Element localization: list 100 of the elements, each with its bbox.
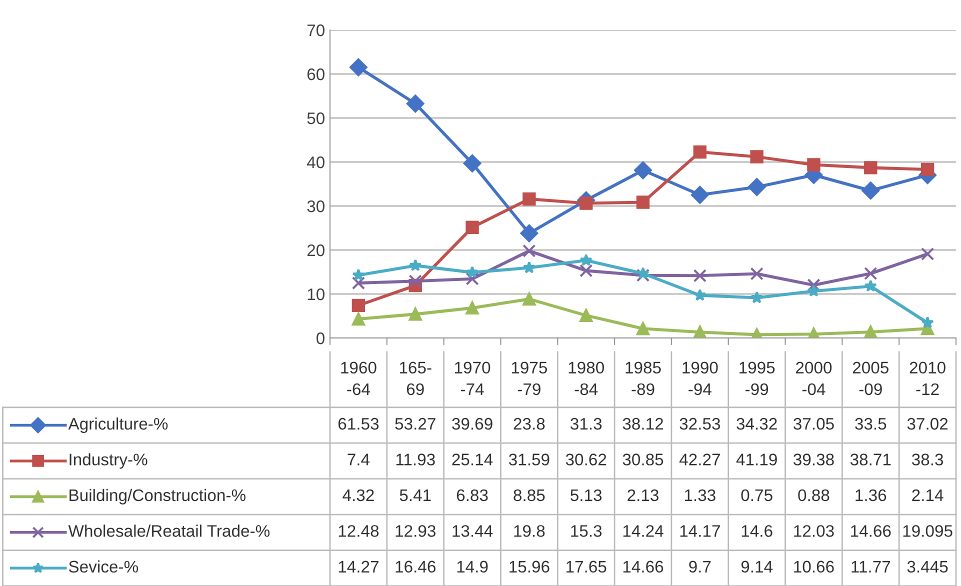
x-tick-label: 2005 -09 — [852, 362, 888, 396]
data-label: 17.65 — [566, 560, 606, 573]
data-label: 38.71 — [850, 454, 891, 466]
data-label: 14.24 — [623, 525, 664, 537]
data-label: 19.8 — [514, 525, 545, 537]
point — [750, 291, 764, 304]
data-label: 39.38 — [794, 454, 834, 466]
point — [750, 150, 764, 164]
point — [522, 244, 536, 258]
data-label: 4.32 — [342, 489, 374, 502]
legend-label: Agriculture-% — [68, 417, 168, 434]
data-label: 0.75 — [741, 489, 772, 502]
data-label: 25.14 — [452, 454, 493, 466]
point — [636, 196, 650, 209]
data-label: 14.66 — [851, 525, 891, 537]
point — [636, 322, 650, 336]
data-label: 6.83 — [456, 489, 488, 502]
x-tick-label: 2010 -12 — [910, 362, 946, 395]
data-label: 11.93 — [396, 454, 435, 466]
legend-label: Sevice-% — [68, 560, 138, 573]
data-label: 15.3 — [571, 525, 602, 537]
data-label: 53.27 — [395, 418, 436, 430]
y-tick-label: 20 — [307, 244, 324, 256]
data-label: 14.27 — [338, 560, 378, 572]
data-label: 11.77 — [852, 560, 890, 572]
point — [807, 158, 820, 172]
legend-label: Building/Construction-% — [70, 488, 246, 504]
data-label: 32.53 — [680, 418, 720, 430]
data-label: 2.13 — [628, 489, 658, 502]
data-label: 31.3 — [570, 418, 602, 430]
point — [352, 276, 366, 290]
legend-label: Wholesale/Reatail Trade-% — [68, 524, 270, 537]
point — [693, 145, 707, 159]
point — [408, 274, 422, 288]
y-tick-label: 0 — [316, 332, 324, 344]
data-label: 13.44 — [452, 525, 493, 537]
data-label: 10.66 — [794, 560, 834, 573]
point — [693, 326, 707, 338]
point — [748, 178, 766, 196]
data-label: 9.14 — [741, 560, 773, 573]
data-label: 34.32 — [736, 418, 777, 430]
data-label: 2.14 — [912, 489, 944, 501]
point — [520, 224, 538, 242]
x-tick-label: 1990 -94 — [682, 362, 718, 396]
data-label: 12.93 — [396, 525, 436, 537]
data-label: 37.02 — [907, 418, 948, 430]
point — [636, 266, 650, 280]
x-tick-label: 1980 -84 — [568, 362, 604, 396]
data-label: 14.6 — [742, 525, 772, 537]
point — [920, 247, 934, 261]
point — [352, 268, 365, 281]
point — [579, 308, 593, 322]
data-label: 1.36 — [856, 489, 886, 502]
point — [691, 186, 709, 204]
x-tick-label: 1995 -99 — [740, 362, 775, 396]
x-tick-label: 165- 69 — [400, 362, 432, 396]
data-label: 14.9 — [457, 560, 488, 573]
y-tick-label: 30 — [307, 200, 324, 212]
point — [466, 220, 479, 234]
point — [522, 292, 536, 306]
point — [350, 58, 368, 76]
data-label: 14.17 — [680, 525, 720, 537]
point — [694, 288, 706, 301]
x-tick-label: 1970 -74 — [455, 362, 490, 395]
x-tick-label: 1975 -79 — [512, 362, 548, 396]
point — [406, 94, 424, 113]
point — [466, 301, 479, 315]
point — [864, 280, 877, 292]
point — [409, 258, 422, 272]
point — [807, 284, 820, 297]
data-label: 38.12 — [622, 418, 664, 430]
data-label: 16.46 — [396, 560, 436, 573]
point — [864, 266, 878, 280]
data-label: 9.7 — [689, 560, 711, 573]
point — [408, 308, 422, 321]
data-label: 12.03 — [794, 525, 834, 537]
point — [864, 161, 878, 174]
y-tick-label: 10 — [308, 288, 324, 300]
data-label: 61.53 — [338, 418, 379, 430]
y-tick-label: 40 — [306, 156, 324, 168]
y-tick-label: 60 — [307, 68, 324, 80]
data-label: 8.85 — [514, 489, 545, 502]
point — [466, 266, 479, 278]
data-label: 19.095 — [903, 525, 952, 537]
point — [352, 312, 366, 326]
x-tick-label: 2000 -04 — [796, 362, 832, 396]
point — [634, 161, 652, 180]
point — [579, 196, 593, 210]
data-label: 7.4 — [348, 454, 370, 466]
legend-label: Industry-% — [70, 453, 148, 469]
data-label: 33.5 — [855, 418, 886, 430]
point — [522, 192, 536, 206]
data-label: 5.41 — [400, 490, 431, 502]
point — [864, 325, 878, 338]
data-label: 5.13 — [570, 489, 602, 502]
data-label: 31.59 — [508, 454, 550, 466]
data-label: 12.48 — [338, 525, 379, 537]
data-label: 0.88 — [798, 489, 830, 502]
point — [579, 264, 593, 278]
data-label: 39.69 — [452, 418, 492, 430]
